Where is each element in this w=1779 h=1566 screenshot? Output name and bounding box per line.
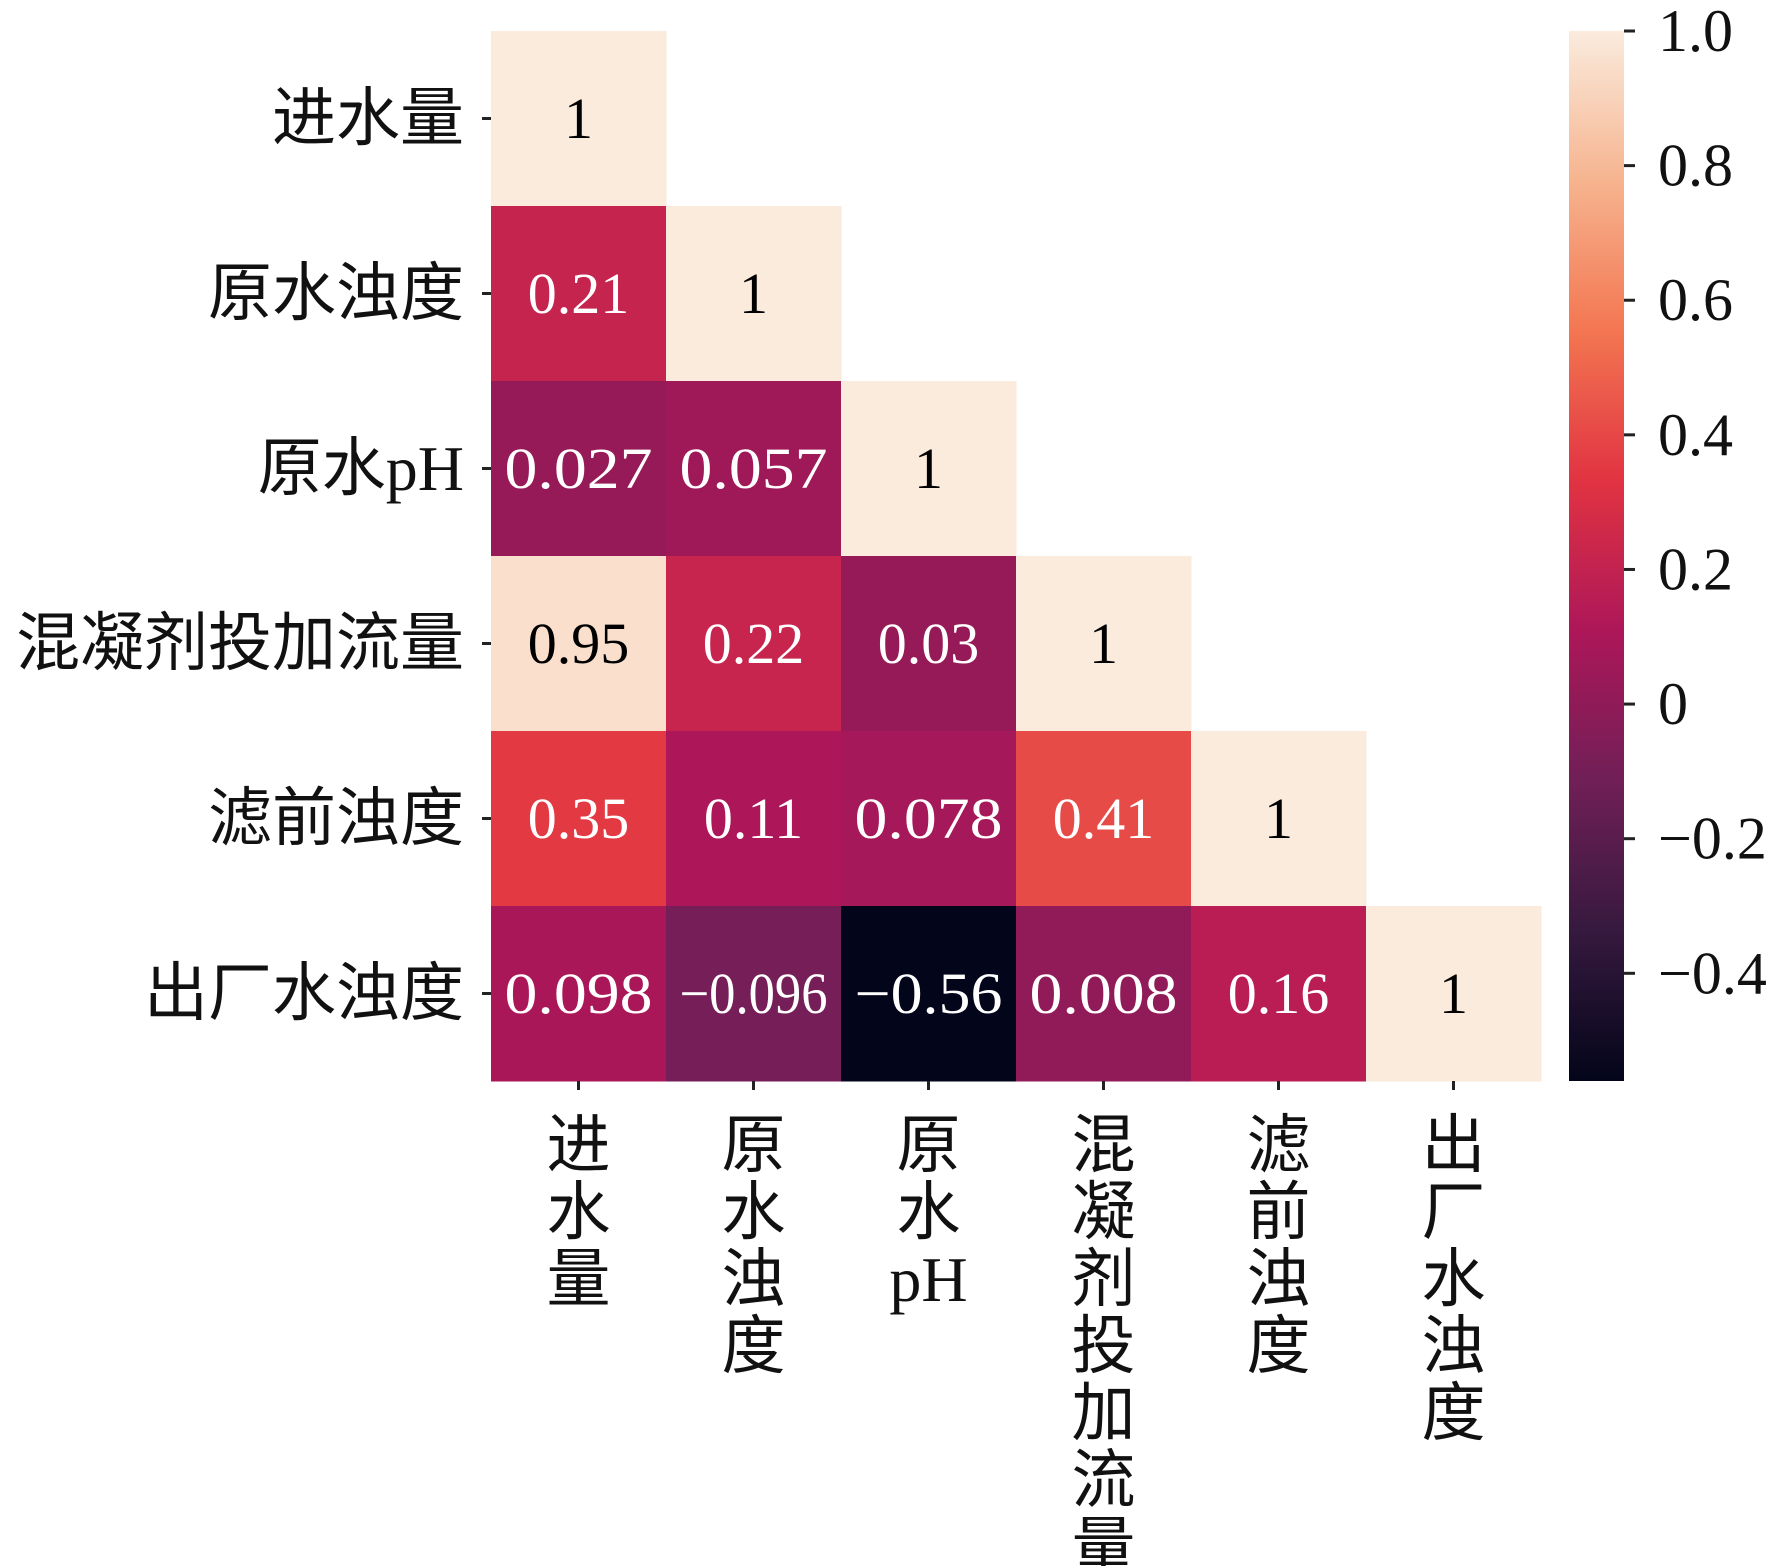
x-tick-label: 原水浊度 bbox=[722, 1110, 786, 1382]
y-tick-label: 滤前浊度 bbox=[208, 783, 464, 854]
x-tick-label: 滤前浊度 bbox=[1247, 1110, 1311, 1382]
heatmap-cell bbox=[841, 556, 1017, 732]
heatmap-cell bbox=[841, 381, 1017, 557]
colorbar-tick-label: 0.6 bbox=[1658, 267, 1733, 333]
heatmap-cell bbox=[1366, 906, 1542, 1082]
heatmap-cell bbox=[491, 556, 667, 732]
heatmap-cell bbox=[841, 906, 1017, 1082]
cell-annotation: 1 bbox=[739, 261, 768, 326]
y-tick-label: 进水量 bbox=[272, 83, 464, 154]
heatmap-cell bbox=[491, 731, 667, 907]
cell-annotation: 0.21 bbox=[528, 261, 630, 326]
heatmap-cell bbox=[491, 31, 667, 207]
heatmap-cell bbox=[666, 381, 842, 557]
y-tick-label: 出厂水浊度 bbox=[144, 958, 464, 1029]
heatmap-cell bbox=[1016, 731, 1192, 907]
cell-annotation: 0.008 bbox=[1030, 961, 1178, 1026]
cell-annotation: 1 bbox=[1089, 611, 1118, 676]
heatmap-cell bbox=[666, 206, 842, 382]
cell-annotation: 1 bbox=[914, 436, 943, 501]
colorbar-tick-label: 0.4 bbox=[1658, 402, 1733, 468]
x-tick-label: 原水 pH bbox=[889, 1110, 967, 1315]
cell-annotation: 0.35 bbox=[528, 786, 630, 851]
colorbar: 1.0 0.8 0.6 0.4 0.2 0 −0.2 −0.4 bbox=[1569, 0, 1767, 1081]
cell-annotation: 0.16 bbox=[1228, 961, 1330, 1026]
heatmap-cell bbox=[1016, 906, 1192, 1082]
cell-annotation: −0.096 bbox=[680, 961, 828, 1026]
colorbar-tick-label: 0 bbox=[1658, 671, 1688, 737]
heatmap-cells bbox=[491, 31, 1542, 1082]
heatmap-cell bbox=[666, 906, 842, 1082]
x-tick-label: 进水量 bbox=[547, 1110, 611, 1315]
colorbar-tick-label: −0.4 bbox=[1658, 940, 1767, 1006]
cell-annotation: 1 bbox=[564, 86, 593, 151]
cell-annotations: 1 0.21 1 0.027 0.057 1 0.95 0.22 0.03 1 0.35 0.11 0.… bbox=[505, 86, 1469, 1026]
heatmap-cell bbox=[841, 731, 1017, 907]
heatmap-cell bbox=[491, 206, 667, 382]
heatmap-cell bbox=[491, 381, 667, 557]
x-tick-label: 出厂水浊度 bbox=[1422, 1110, 1486, 1449]
y-tick-label: 原水pH bbox=[258, 433, 464, 504]
cell-annotation: 0.098 bbox=[505, 961, 653, 1026]
y-tick-label: 混凝剂投加流量 bbox=[16, 608, 464, 679]
cell-annotation: 1 bbox=[1439, 961, 1468, 1026]
cell-annotation: 0.03 bbox=[878, 611, 980, 676]
heatmap-cell bbox=[491, 906, 667, 1082]
cell-annotation: −0.56 bbox=[855, 961, 1003, 1026]
cell-annotation: 0.078 bbox=[855, 786, 1003, 851]
colorbar-tick-label: 0.2 bbox=[1658, 536, 1733, 602]
heatmap-cell bbox=[666, 731, 842, 907]
x-axis-ticks: 进水量 原水浊度 原水 pH 混凝剂投加流量 滤前浊度 出厂水浊度 bbox=[547, 1081, 1486, 1566]
y-tick-label: 原水浊度 bbox=[208, 258, 464, 329]
heatmap-cell bbox=[1016, 556, 1192, 732]
cell-annotation: 0.22 bbox=[703, 611, 805, 676]
colorbar-tick-label: −0.2 bbox=[1658, 806, 1767, 872]
cell-annotation: 0.95 bbox=[528, 611, 630, 676]
colorbar-tick-label: 1.0 bbox=[1658, 0, 1733, 64]
cell-annotation: 0.41 bbox=[1053, 786, 1155, 851]
heatmap-cell bbox=[666, 556, 842, 732]
cell-annotation: 0.057 bbox=[680, 436, 828, 501]
cell-annotation: 1 bbox=[1264, 786, 1293, 851]
x-tick-label: 混凝剂投加流量 bbox=[1072, 1110, 1136, 1566]
colorbar-bar bbox=[1569, 31, 1624, 1081]
cell-annotation: 0.11 bbox=[704, 786, 803, 851]
heatmap-cell bbox=[1191, 731, 1367, 907]
cell-annotation: 0.027 bbox=[505, 436, 653, 501]
colorbar-tick-label: 0.8 bbox=[1658, 133, 1733, 199]
heatmap-cell bbox=[1191, 906, 1367, 1082]
